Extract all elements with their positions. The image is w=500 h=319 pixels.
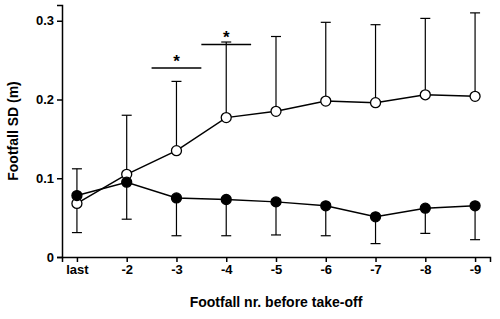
error-bar-stem bbox=[325, 22, 326, 101]
point bbox=[321, 201, 331, 211]
series-line bbox=[77, 95, 475, 204]
y-axis: 0 0.1 0.2 0.3 bbox=[36, 6, 63, 265]
error-bar-cap bbox=[271, 234, 281, 235]
y-tick-label: 0.3 bbox=[36, 13, 54, 28]
error-bar bbox=[470, 13, 480, 96]
error-bar-stem bbox=[474, 13, 475, 96]
error-bar bbox=[420, 18, 430, 94]
x-tick-label: -4 bbox=[221, 262, 233, 277]
y-tick-label: 0.2 bbox=[36, 92, 54, 107]
error-bar-cap bbox=[470, 239, 480, 240]
y-axis-title: Footfall SD (m) bbox=[5, 81, 21, 181]
x-tick: -7 bbox=[370, 257, 382, 277]
error-bar-cap bbox=[420, 18, 430, 19]
x-tick-label: last bbox=[66, 262, 89, 277]
error-bar-cap bbox=[420, 233, 430, 234]
x-tick: -3 bbox=[171, 257, 183, 277]
point bbox=[470, 91, 480, 101]
error-bar bbox=[221, 42, 231, 118]
y-tick-mark bbox=[57, 21, 62, 23]
x-tick: -2 bbox=[121, 257, 133, 277]
y-tick: 0 bbox=[47, 250, 62, 265]
x-tick-label: -7 bbox=[370, 262, 382, 277]
error-bar-cap bbox=[72, 232, 82, 233]
error-bar-stem bbox=[176, 198, 177, 236]
y-tick-label: 0 bbox=[47, 250, 54, 265]
point bbox=[122, 177, 132, 187]
y-tick: 0.1 bbox=[36, 171, 62, 186]
x-tick-label: -6 bbox=[320, 262, 332, 277]
y-tick: 0.2 bbox=[36, 92, 62, 107]
point bbox=[371, 212, 381, 222]
error-bar-cap bbox=[122, 115, 132, 116]
error-bar bbox=[271, 37, 281, 112]
y-tick-mark bbox=[57, 257, 62, 259]
y-tick-mark bbox=[57, 99, 62, 101]
point bbox=[470, 201, 480, 211]
point bbox=[371, 98, 381, 108]
error-bar-cap bbox=[171, 235, 181, 236]
x-tick: -4 bbox=[221, 257, 233, 277]
error-bar-cap bbox=[371, 243, 381, 244]
error-bar-stem bbox=[375, 25, 376, 103]
error-bar-cap bbox=[470, 12, 480, 13]
point bbox=[221, 195, 231, 205]
x-tick-label: -2 bbox=[121, 262, 133, 277]
markers bbox=[72, 177, 480, 222]
error-bar-stem bbox=[425, 18, 426, 94]
y-axis-line bbox=[57, 6, 63, 258]
x-tick: -5 bbox=[271, 257, 283, 277]
x-tick-label: -5 bbox=[271, 262, 283, 277]
significance-label: * bbox=[223, 28, 230, 47]
point bbox=[171, 146, 181, 156]
point bbox=[271, 197, 281, 207]
series bbox=[72, 182, 480, 243]
error-bar-cap bbox=[221, 235, 231, 236]
series-line bbox=[77, 182, 475, 217]
point bbox=[72, 191, 82, 201]
y-tick-mark bbox=[57, 178, 62, 180]
chart: 0 0.1 0.2 0.3 last -2 -3 -4 -5 -6 -7 -8 -9 * * Footfall… bbox=[0, 0, 500, 319]
error-bar-cap bbox=[321, 235, 331, 236]
y-tick-label: 0.1 bbox=[36, 171, 54, 186]
error-bar bbox=[321, 22, 331, 101]
x-tick: last bbox=[66, 257, 89, 277]
markers bbox=[72, 90, 480, 209]
error-bar-cap bbox=[271, 36, 281, 37]
error-bar-stem bbox=[126, 115, 127, 174]
x-tick-label: -3 bbox=[171, 262, 183, 277]
x-tick: -9 bbox=[470, 257, 482, 277]
point bbox=[420, 203, 430, 213]
y-tick: 0.3 bbox=[36, 13, 62, 28]
error-bar-cap bbox=[321, 22, 331, 23]
marks bbox=[72, 13, 480, 244]
error-bar bbox=[171, 81, 181, 150]
x-axis-title: Footfall nr. before take-off bbox=[190, 294, 363, 310]
error-bar-stem bbox=[226, 42, 227, 118]
x-tick: -8 bbox=[420, 257, 432, 277]
error-bar-cap bbox=[122, 219, 132, 220]
point bbox=[171, 193, 181, 203]
error-bar bbox=[122, 115, 132, 174]
plot: 0 0.1 0.2 0.3 last -2 -3 -4 -5 -6 -7 -8 -9 * * bbox=[36, 6, 491, 278]
x-tick-label: -9 bbox=[470, 262, 482, 277]
point bbox=[271, 106, 281, 116]
point bbox=[321, 96, 331, 106]
point bbox=[221, 113, 231, 123]
point bbox=[420, 90, 430, 100]
error-bar bbox=[171, 198, 181, 236]
series bbox=[72, 13, 480, 204]
error-bar-stem bbox=[275, 37, 276, 112]
error-bar-cap bbox=[171, 81, 181, 82]
error-bar-cap bbox=[371, 24, 381, 25]
x-tick: -6 bbox=[320, 257, 332, 277]
error-bar-cap bbox=[72, 168, 82, 169]
error-bar bbox=[371, 25, 381, 103]
x-tick-label: -8 bbox=[420, 262, 432, 277]
error-bar bbox=[72, 169, 82, 204]
significance-label: * bbox=[173, 52, 180, 71]
x-axis: last -2 -3 -4 -5 -6 -7 -8 -9 bbox=[63, 257, 491, 277]
error-bar-stem bbox=[176, 81, 177, 150]
